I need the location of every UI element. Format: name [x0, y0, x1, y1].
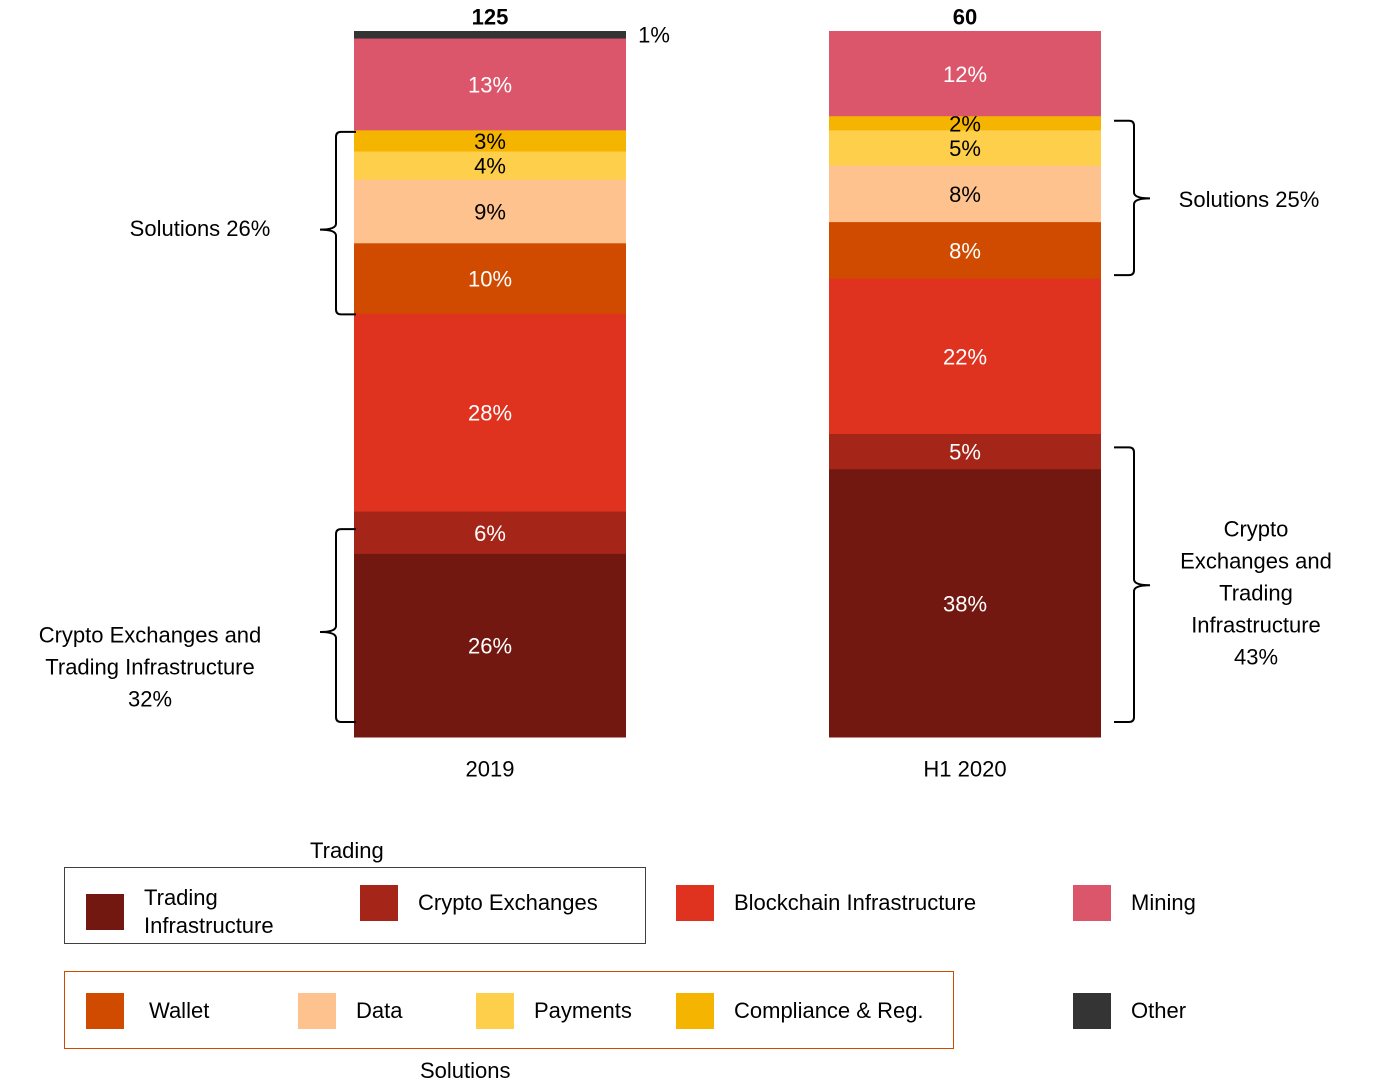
bar-segment-trading_infra-0	[354, 553, 626, 738]
annotation-crypto-2019-line-0: Crypto Exchanges and	[39, 623, 262, 648]
legend-swatch-payments	[476, 993, 514, 1029]
legend-item-blockchain-infrastructure: Blockchain Infrastructure	[676, 885, 976, 921]
data-label-crypto_exchanges-1: 5%	[949, 440, 981, 465]
legend-swatch-trading-infrastructure	[86, 894, 124, 930]
legend-label-other: Other	[1131, 998, 1187, 1023]
legend-label-blockchain-infrastructure: Blockchain Infrastructure	[734, 890, 977, 915]
data-label-blockchain-0: 28%	[468, 401, 512, 426]
legend-label-crypto-exchanges: Crypto Exchanges	[418, 890, 598, 915]
legend-trading-title: Trading	[310, 838, 384, 863]
bar-segment-data-0	[354, 179, 626, 244]
legend-item-other: Other	[1073, 993, 1186, 1029]
data-label-blockchain-1: 22%	[943, 344, 987, 369]
data-label-data-0: 9%	[474, 200, 506, 225]
annotation-crypto-2019-line-1: Trading Infrastructure	[45, 655, 255, 680]
bar-segment-wallet-1	[829, 221, 1101, 279]
bar-segment-payments-1	[829, 129, 1101, 166]
bar-segment-blockchain-0	[354, 313, 626, 512]
bar-total-1: 60	[953, 5, 977, 30]
legend-label-mining: Mining	[1131, 890, 1196, 915]
legend-item-payments: Payments	[476, 993, 632, 1029]
annotation-crypto-2020-line-4: 43%	[1234, 645, 1278, 670]
bar-segment-compliance-0	[354, 129, 626, 152]
legend-item-trading-infrastructure: Trading Infrastructure	[86, 884, 274, 940]
data-label-wallet-0: 10%	[468, 267, 512, 292]
legend-solutions-title: Solutions	[420, 1058, 511, 1083]
data-label-wallet-1: 8%	[949, 238, 981, 263]
legend-label-compliance: Compliance & Reg.	[734, 998, 924, 1023]
data-label-data-1: 8%	[949, 182, 981, 207]
data-label-mining-0: 13%	[468, 72, 512, 97]
data-label-payments-0: 4%	[474, 154, 506, 179]
data-label-trading_infra-1: 38%	[943, 591, 987, 616]
legend-label-data: Data	[356, 998, 403, 1023]
stacked-bar-chart: 26% 6% 28% 10% 9% 4%3% 13% 1% 125 2019 Solutions 2…	[39, 5, 1332, 782]
bracket-solutions-2019	[319, 130, 356, 316]
bar-segment-wallet-0	[354, 242, 626, 314]
x-tick-label-1: H1 2020	[923, 757, 1006, 782]
legend-item-data: Data	[298, 993, 402, 1029]
bar-segment-trading_infra-1	[829, 468, 1101, 738]
data-label-other-0: 1%	[638, 23, 670, 48]
annotation-crypto-2020-line-3: Infrastructure	[1191, 613, 1321, 638]
bar-segment-data-1	[829, 165, 1101, 223]
bar-segment-other-0	[354, 31, 626, 39]
legend-item-compliance: Compliance & Reg.	[676, 993, 924, 1029]
bar-segment-blockchain-1	[829, 278, 1101, 434]
annotation-crypto-2020-line-2: Trading	[1219, 581, 1293, 606]
data-label-crypto_exchanges-0: 6%	[474, 521, 506, 546]
annotation-solutions-2019: Solutions 26%	[130, 216, 271, 241]
data-label-compliance-0: 3%	[474, 129, 506, 154]
legend-swatch-compliance	[676, 993, 714, 1029]
legend-item-wallet: Wallet	[86, 993, 209, 1029]
annotation-crypto-2019-line-2: 32%	[128, 687, 172, 712]
legend-swatch-data	[298, 993, 336, 1029]
data-label-payments-1: 5%	[949, 136, 981, 161]
data-label-mining-1: 12%	[943, 62, 987, 87]
legend-swatch-wallet	[86, 993, 124, 1029]
bracket-crypto-2020	[1114, 446, 1151, 723]
legend-label-payments: Payments	[534, 998, 632, 1023]
bar-segment-payments-0	[354, 151, 626, 180]
bar-segment-mining-1	[829, 31, 1101, 117]
legend-label-trading-infrastructure: Trading Infrastructure	[144, 885, 274, 938]
bar-segment-mining-0	[354, 38, 626, 131]
legend-swatch-other	[1073, 993, 1111, 1029]
bracket-crypto-2019	[319, 528, 356, 723]
legend-trading-group	[64, 867, 646, 944]
x-tick-label-0: 2019	[466, 757, 515, 782]
bar-total-0: 125	[472, 5, 509, 30]
legend-swatch-mining	[1073, 885, 1111, 921]
bar-segment-crypto_exchanges-1	[829, 433, 1101, 470]
bar-segment-compliance-1	[829, 115, 1101, 131]
legend-swatch-blockchain-infrastructure	[676, 885, 714, 921]
bar-segment-crypto_exchanges-0	[354, 511, 626, 554]
annotation-crypto-2020-line-0: Crypto	[1224, 517, 1289, 542]
legend-swatch-crypto-exchanges	[360, 885, 398, 921]
legend-item-mining: Mining	[1073, 885, 1196, 921]
data-label-trading_infra-0: 26%	[468, 634, 512, 659]
bracket-solutions-2020	[1114, 119, 1151, 277]
annotation-crypto-2020-line-1: Exchanges and	[1180, 549, 1332, 574]
legend-item-crypto-exchanges: Crypto Exchanges	[360, 885, 598, 921]
legend-label-wallet: Wallet	[149, 998, 210, 1023]
legend-solutions-group	[64, 971, 954, 1049]
annotation-solutions-2020: Solutions 25%	[1179, 187, 1320, 212]
